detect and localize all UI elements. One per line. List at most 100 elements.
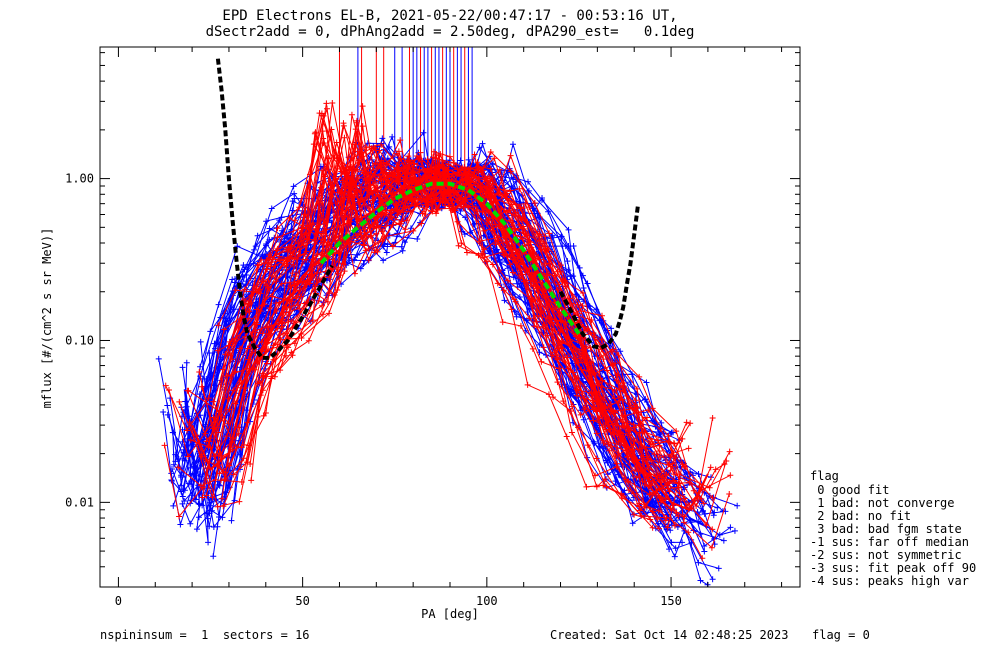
data-point [540,344,547,351]
data-point [538,197,545,204]
legend-item: -3 sus: fit peak off 90 [810,561,977,575]
data-point [493,246,500,253]
data-point [318,184,325,191]
data-point [309,317,316,324]
data-point [679,461,686,468]
data-point [554,286,561,293]
data-point [323,100,330,107]
data-point [695,559,702,566]
data-point [693,503,700,510]
data-point [254,413,261,420]
axis-layer: 0 50 100 150 0.01 0.10 1.00 [65,47,800,608]
data-point [375,193,382,200]
data-point [588,389,595,396]
data-point [621,461,628,468]
data-point [303,256,310,263]
data-point [479,167,486,174]
data-point [505,277,512,284]
data-point [276,217,283,224]
x-tick-label: 150 [660,594,682,608]
data-point [512,178,519,185]
data-point [338,281,345,288]
data-point [221,347,228,354]
data-point [492,221,499,228]
data-point [716,531,723,538]
data-point [675,513,682,520]
data-point [631,402,638,409]
data-point [446,187,453,194]
data-point [546,230,553,237]
data-point [195,500,202,507]
data-point [216,513,223,520]
data-point [255,289,262,296]
data-point [232,400,239,407]
data-point [555,344,562,351]
data-point [224,351,231,358]
data-point [698,495,705,502]
data-point [395,148,402,155]
data-point [524,178,531,185]
data-point [590,417,597,424]
data-point [458,240,465,247]
data-point [280,316,287,323]
data-point [530,296,537,303]
data-point [274,341,281,348]
data-point [672,545,679,552]
data-point [528,200,535,207]
data-point [348,111,355,118]
data-point [655,525,662,532]
data-point [389,243,396,250]
data-point [707,464,714,471]
data-point [267,263,274,270]
data-point [187,520,194,527]
data-point [543,260,550,267]
data-point [409,164,416,171]
data-point [371,144,378,151]
data-point [263,218,270,225]
data-point [176,513,183,520]
data-point [666,488,673,495]
data-point [471,169,478,176]
data-point [657,478,664,485]
data-point [230,387,237,394]
data-point [726,448,733,455]
data-point [263,241,270,248]
data-point [565,226,572,233]
data-point [514,254,521,261]
legend-item: -4 sus: peaks high var [810,574,969,588]
data-point [527,250,534,257]
data-point [359,103,366,110]
data-point [377,176,384,183]
legend-item: -2 sus: not symmetric [810,548,962,562]
data-point [341,134,348,141]
data-point [305,337,312,344]
data-point [221,476,228,483]
data-point [609,346,616,353]
data-point [455,242,462,249]
data-point [424,156,431,163]
data-point [197,338,204,345]
data-point [407,208,414,215]
x-tick-label: 50 [295,594,309,608]
data-point [517,322,524,329]
data-point [524,218,531,225]
data-point [280,330,287,337]
footer-created: Created: Sat Oct 14 02:48:25 2023 [550,628,789,642]
data-point [352,141,359,148]
data-point [263,256,270,263]
data-point [584,280,591,287]
data-point [236,345,243,352]
data-point [340,120,347,127]
data-point [582,327,589,334]
data-point [649,405,656,412]
data-point [434,206,441,213]
data-point [290,261,297,268]
data-point [229,356,236,363]
legend-item: 2 bad: no fit [810,509,912,523]
data-point [380,191,387,198]
data-point [529,205,536,212]
data-point [334,189,341,196]
data-point [229,276,236,283]
data-point [241,441,248,448]
data-point [665,433,672,440]
